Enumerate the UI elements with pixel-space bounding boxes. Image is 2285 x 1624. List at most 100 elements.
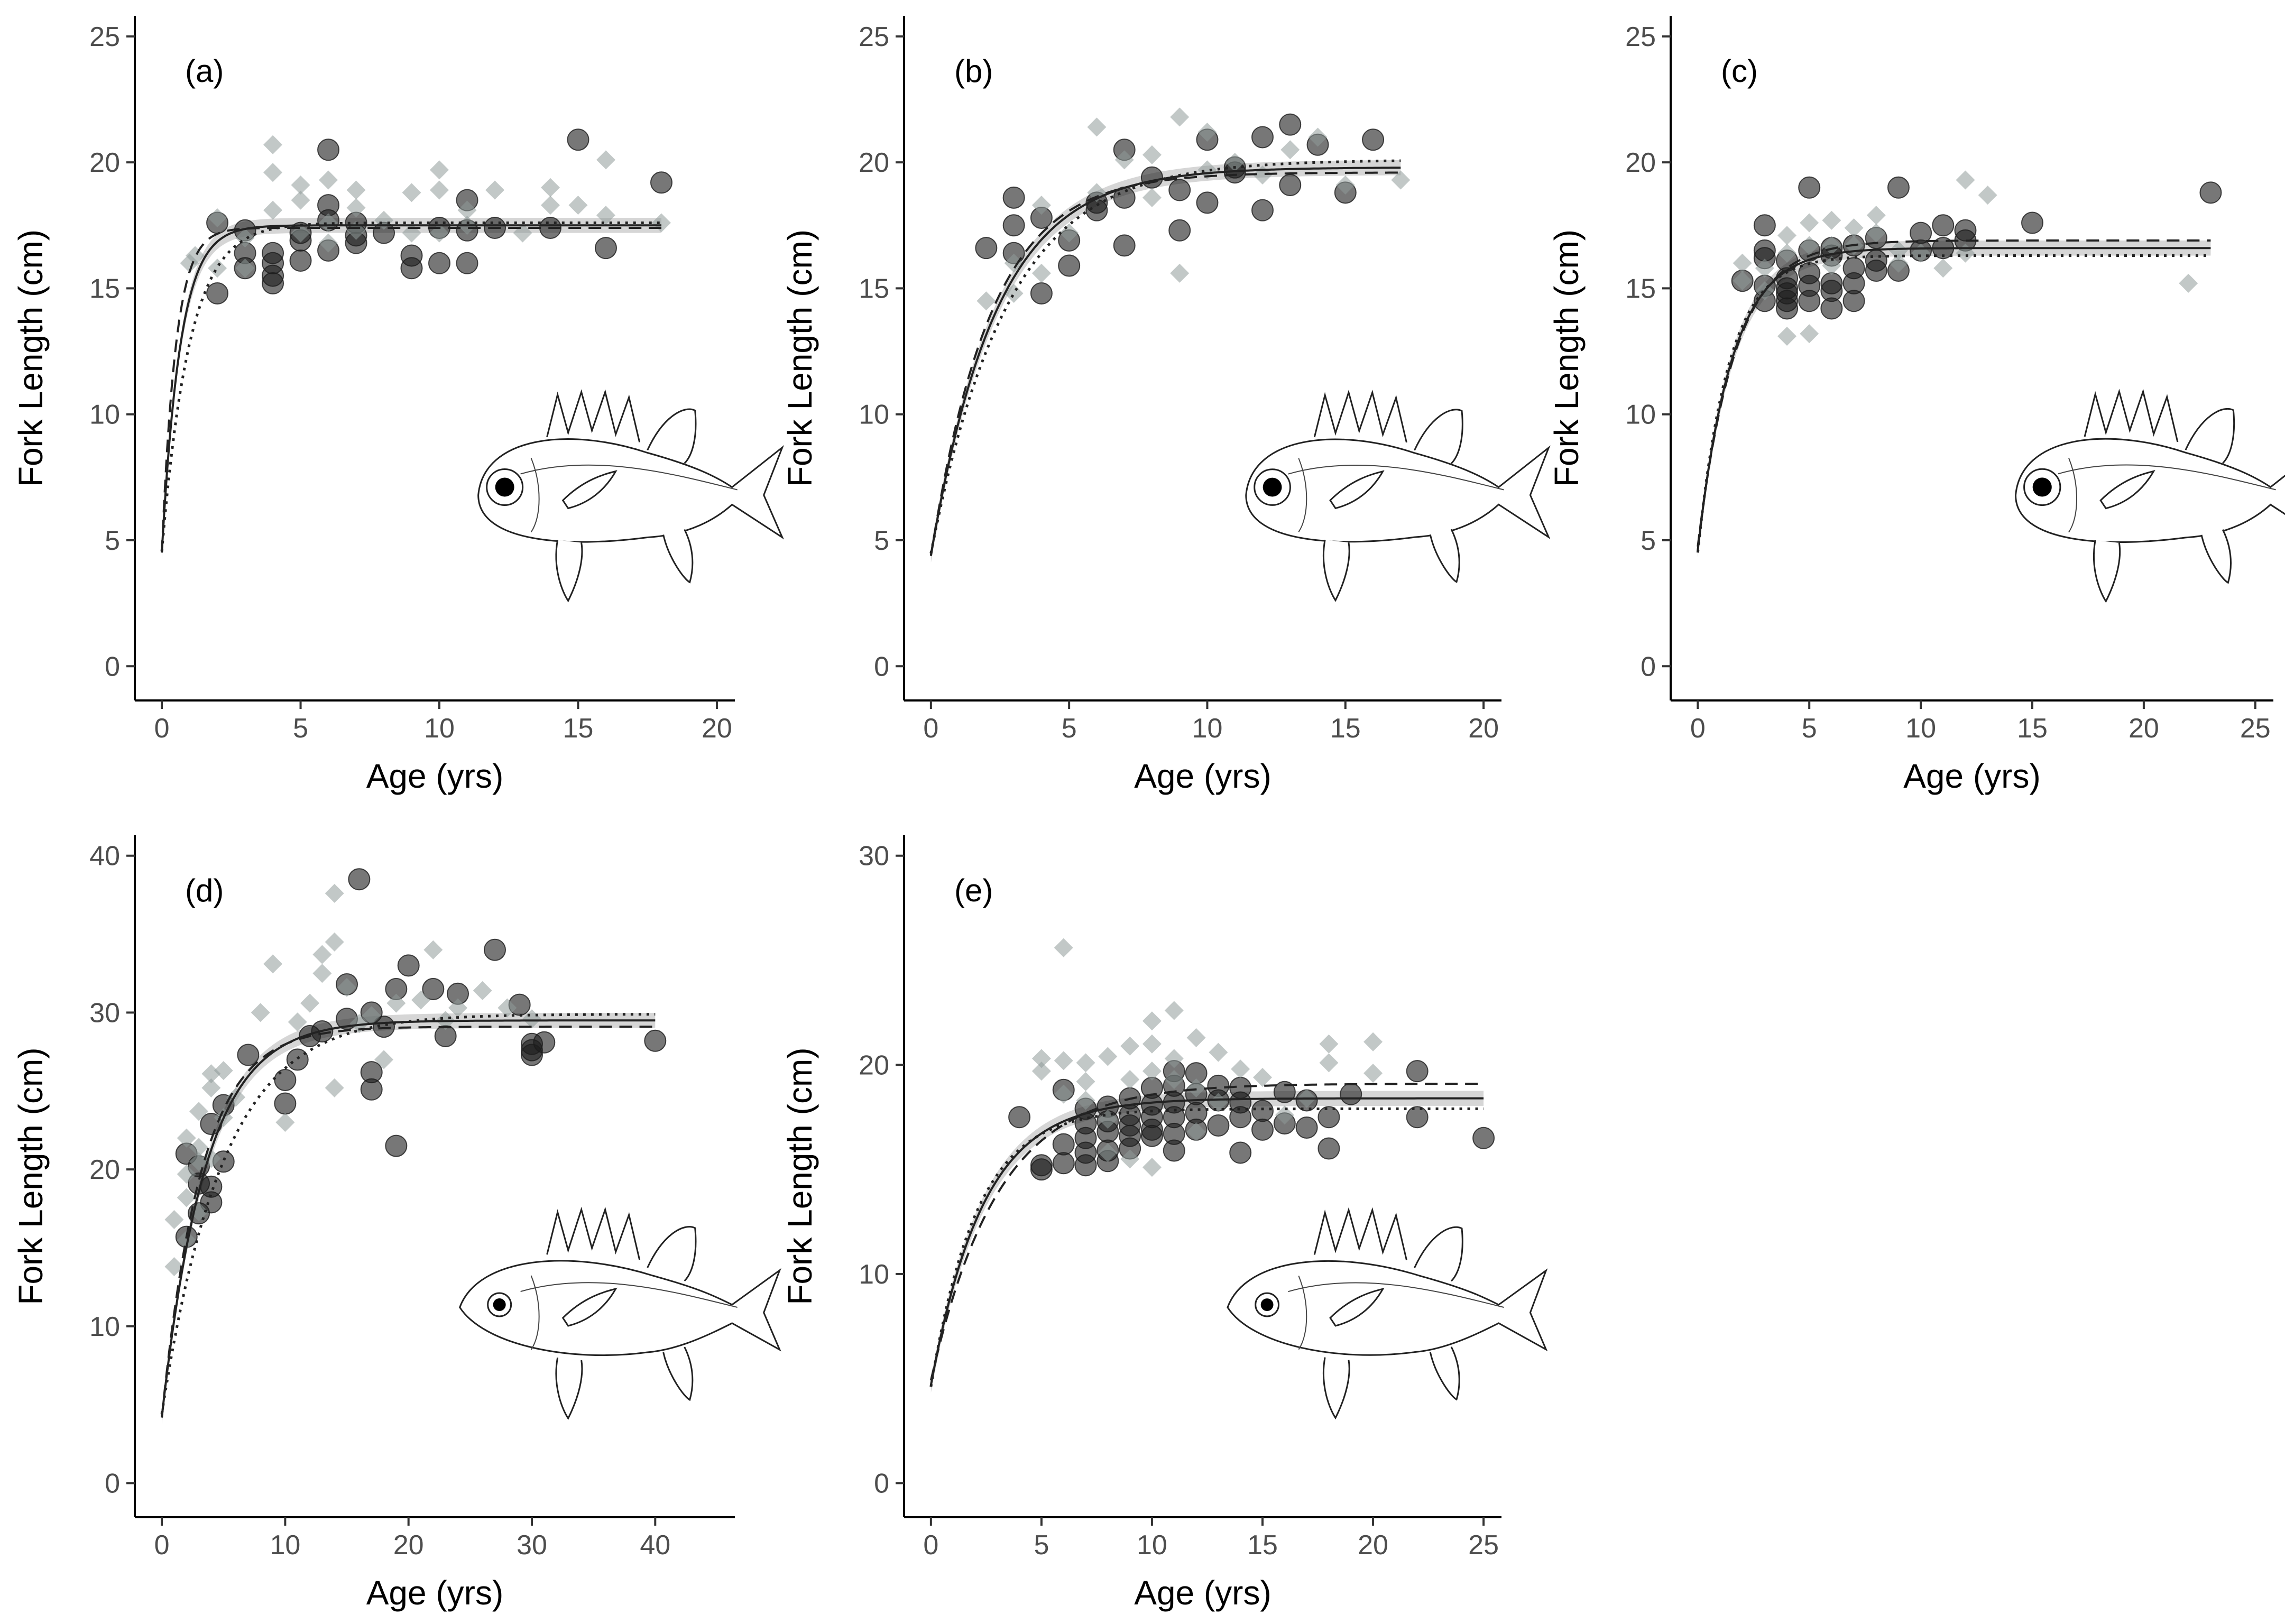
x-tick-label: 20 (1358, 1530, 1388, 1561)
x-tick-label: 5 (1034, 1530, 1049, 1561)
female-data-point (1207, 1114, 1230, 1137)
female-fit-line (929, 1083, 1484, 1381)
male-data-point (275, 1113, 295, 1132)
x-tick-label: 10 (1137, 1530, 1167, 1561)
panel-label: (c) (1721, 53, 1758, 89)
male-data-point (1142, 1062, 1162, 1081)
male-data-point (1225, 153, 1245, 172)
male-data-point (1391, 170, 1411, 190)
female-data-point (2199, 181, 2222, 204)
y-axis-title: Fork Length (cm) (12, 229, 50, 487)
male-data-point (423, 940, 443, 959)
female-data-point (1406, 1060, 1429, 1083)
female-data-point (1030, 1158, 1053, 1181)
male-data-point (1076, 1072, 1095, 1091)
female-data-point (1052, 1152, 1075, 1175)
male-data-point (189, 1102, 209, 1121)
male-data-point (1308, 127, 1328, 147)
male-data-point (186, 246, 205, 265)
male-data-point (1866, 223, 1886, 243)
male-data-point (1777, 226, 1797, 245)
y-tick-label: 0 (1641, 651, 1656, 682)
male-data-point (1800, 324, 1819, 344)
y-tick-label: 25 (859, 22, 889, 52)
combined-fit-line (1697, 247, 2211, 550)
female-data-point (348, 868, 371, 891)
male-data-point (1280, 140, 1300, 160)
male-data-point (263, 135, 283, 154)
male-data-point (1978, 186, 1997, 205)
male-data-point (263, 163, 283, 182)
male-data-point (430, 180, 449, 200)
male-data-point (189, 1138, 209, 1157)
male-data-point (235, 259, 255, 278)
male-data-point (411, 990, 431, 1010)
male-data-point (1142, 1011, 1162, 1031)
female-data-point (1229, 1106, 1252, 1129)
male-data-point (1275, 1105, 1294, 1125)
x-tick-label: 5 (293, 713, 308, 744)
combined-fit-line (929, 167, 1401, 556)
male-data-point (596, 206, 615, 225)
male-data-point (568, 196, 588, 215)
male-data-point (1054, 1051, 1073, 1071)
female-data-point (1340, 1083, 1362, 1105)
combined-fit-line (929, 1097, 1484, 1386)
male-data-point (208, 208, 227, 227)
female-data-point (1074, 1154, 1097, 1177)
y-tick-label: 10 (859, 400, 889, 430)
male-data-point (2179, 273, 2198, 293)
x-tick-label: 0 (923, 713, 938, 744)
male-data-point (1186, 1122, 1206, 1141)
y-tick-label: 20 (859, 1050, 889, 1081)
male-data-point (1076, 1053, 1095, 1073)
x-tick-label: 5 (1802, 713, 1817, 744)
female-data-point (2021, 211, 2043, 234)
male-data-point (263, 200, 283, 220)
male-data-point (312, 945, 332, 964)
x-tick-label: 0 (923, 1530, 938, 1561)
male-data-point (1933, 259, 1953, 278)
male-data-point (448, 998, 468, 1018)
male-data-point (1800, 236, 1819, 255)
y-tick-label: 0 (874, 651, 889, 682)
y-tick-label: 20 (1625, 147, 1656, 178)
female-data-point (422, 977, 445, 1000)
female-data-point (1251, 1118, 1274, 1141)
chart-panel-5: 0 5 10 15 20 25 0 10 20 30 Age (yrs) Fork Length (c… (781, 835, 1548, 1612)
female-data-point (1008, 1106, 1031, 1129)
female-data-point (428, 252, 451, 274)
male-fit-line (929, 1107, 1484, 1387)
female-data-point (1753, 214, 1776, 237)
y-tick-label: 5 (1641, 525, 1656, 556)
y-tick-label: 5 (874, 525, 889, 556)
chart-panel-3: 0 5 10 15 20 25 0 5 10 15 20 25 Age (yrs) Fork Length… (1547, 16, 2285, 795)
female-data-point (975, 237, 998, 260)
female-fit-line (929, 171, 1401, 556)
female-data-point (1472, 1127, 1495, 1149)
female-data-point (274, 1092, 297, 1115)
squirrelfish-icon (1245, 390, 1551, 602)
male-data-point (325, 932, 344, 952)
y-tick-label: 40 (89, 841, 120, 872)
female-data-point (1229, 1141, 1252, 1164)
x-tick-label: 5 (1062, 713, 1077, 744)
y-tick-label: 0 (874, 1469, 889, 1499)
female-data-point (1362, 128, 1385, 151)
male-data-point (1054, 1084, 1073, 1104)
x-tick-label: 20 (393, 1530, 424, 1561)
y-tick-label: 10 (1625, 400, 1656, 430)
male-data-point (402, 183, 421, 202)
female-data-point (317, 139, 340, 161)
x-tick-label: 15 (1247, 1530, 1278, 1561)
male-data-point (1031, 1049, 1051, 1068)
female-data-point (1865, 260, 1887, 282)
female-data-point (1317, 1137, 1340, 1160)
female-data-point (1317, 1106, 1340, 1129)
female-data-point (1842, 290, 1865, 312)
female-data-point (1002, 186, 1025, 209)
female-data-point (1140, 1124, 1163, 1147)
soldierfish-icon (458, 1206, 781, 1420)
female-data-point (200, 1191, 223, 1214)
female-data-point (262, 272, 284, 294)
